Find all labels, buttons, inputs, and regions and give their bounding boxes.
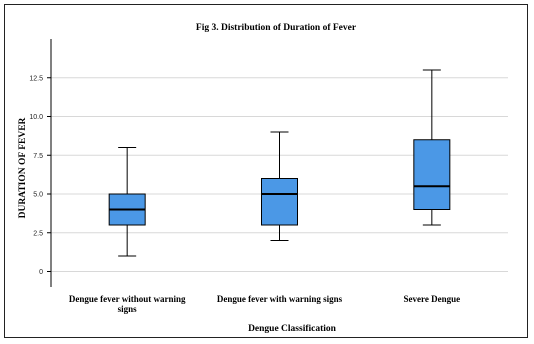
iqr-box bbox=[261, 178, 298, 226]
y-tick-label: 7.5 bbox=[33, 153, 43, 160]
y-tick-label: 0 bbox=[39, 269, 43, 276]
y-tick-label: 5.0 bbox=[33, 192, 43, 199]
iqr-box bbox=[413, 139, 451, 210]
category-labels: Dengue fever without warning signsDengue … bbox=[69, 294, 460, 314]
y-axis-label: DURATION OF FEVER bbox=[18, 117, 28, 218]
x-axis-label: Dengue Classification bbox=[248, 324, 337, 334]
x-category-label: Dengue fever with warning signs bbox=[217, 294, 343, 304]
y-tick-label: 2.5 bbox=[33, 230, 43, 237]
x-category-label: Severe Dengue bbox=[404, 294, 461, 304]
x-category-label-line: Dengue fever without warning bbox=[69, 294, 186, 304]
box-group bbox=[413, 69, 451, 226]
box-group bbox=[261, 131, 298, 241]
x-category-label-line: Severe Dengue bbox=[404, 294, 461, 304]
y-tick-label: 12.5 bbox=[29, 75, 43, 82]
box-group bbox=[108, 147, 146, 257]
x-category-label: Dengue fever without warning signs bbox=[69, 294, 186, 314]
chart-title: Fig 3. Distribution of Duration of Fever bbox=[196, 23, 357, 33]
x-category-label-line: signs bbox=[118, 304, 138, 314]
axes: 0 2.5 5.0 7.5 10.0 12.5 bbox=[29, 39, 52, 287]
y-tick-label: 10.0 bbox=[29, 114, 43, 121]
x-category-label-line: Dengue fever with warning signs bbox=[217, 294, 343, 304]
boxes bbox=[108, 69, 451, 257]
